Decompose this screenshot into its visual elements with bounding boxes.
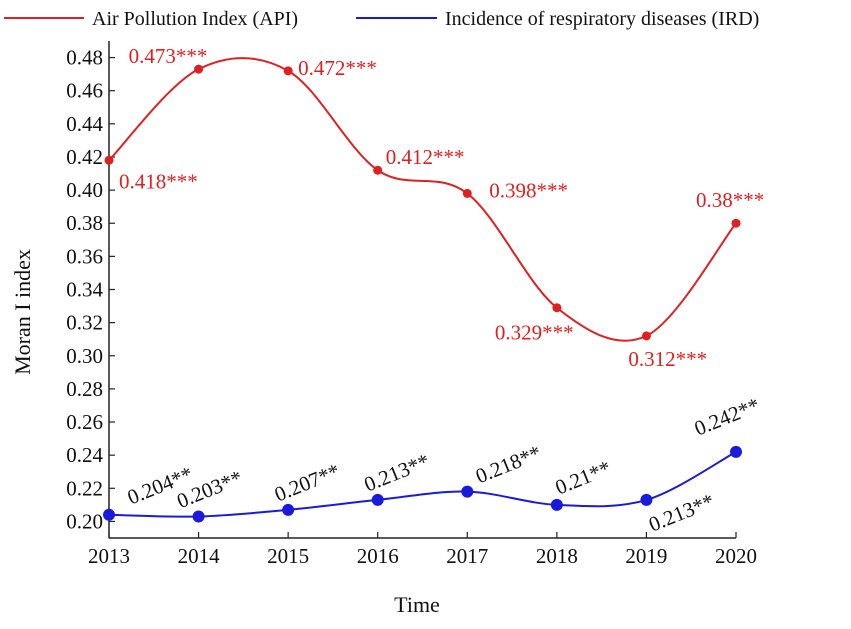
y-tick-label: 0.36 — [66, 244, 103, 268]
api-data-label: 0.38*** — [696, 188, 764, 212]
x-axis-title: Time — [394, 592, 440, 617]
legend: Air Pollution Index (API) Incidence of re… — [4, 8, 759, 30]
y-axis-title: Moran I index — [10, 249, 35, 375]
x-tick-label: 2020 — [715, 544, 757, 568]
ird-data-point — [282, 503, 295, 516]
x-tick-label: 2013 — [88, 544, 130, 568]
y-tick-label: 0.40 — [66, 178, 103, 202]
api-data-point — [552, 303, 562, 313]
ird-data-point — [730, 445, 742, 458]
y-tick-label: 0.26 — [66, 410, 103, 434]
x-tick-label: 2017 — [446, 544, 488, 568]
data-labels: 0.418*** 0.473*** 0.472*** 0.412*** 0.398***… — [119, 44, 764, 536]
y-tick-label: 0.46 — [66, 79, 103, 103]
ird-data-point — [461, 485, 474, 498]
y-tick-label: 0.20 — [66, 509, 103, 533]
axes: 0.20 0.22 0.24 0.26 0.28 0.30 0.32 0.34 0.36 0.38… — [66, 41, 757, 568]
x-tick-label: 2018 — [536, 544, 578, 568]
ird-data-label: 0.218** — [472, 440, 544, 488]
y-tick-label: 0.38 — [66, 211, 103, 235]
api-data-point — [104, 155, 114, 165]
y-tick-label: 0.32 — [66, 311, 103, 335]
y-tick-label: 0.48 — [66, 46, 103, 70]
api-data-point — [641, 331, 651, 341]
ird-data-label: 0.242** — [691, 393, 763, 441]
x-tick-label: 2015 — [267, 544, 309, 568]
ird-data-point — [550, 498, 563, 511]
y-tick-label: 0.24 — [66, 443, 103, 467]
y-tick-label: 0.22 — [66, 476, 103, 500]
y-tick-label: 0.44 — [66, 112, 103, 136]
api-data-point — [373, 165, 383, 175]
api-data-point — [462, 188, 472, 198]
legend-label-ird: Incidence of respiratory diseases (IRD) — [445, 8, 759, 30]
ird-data-label: 0.21** — [552, 456, 615, 500]
ird-data-point — [103, 508, 115, 521]
y-tick-label: 0.42 — [66, 145, 103, 169]
ird-data-point — [192, 510, 205, 523]
api-data-label: 0.398*** — [489, 178, 568, 202]
api-data-label: 0.472*** — [298, 56, 377, 80]
x-tick-label: 2016 — [357, 544, 399, 568]
y-tick-label: 0.34 — [66, 278, 103, 302]
api-series-line — [108, 57, 737, 342]
y-tick-label: 0.28 — [66, 377, 103, 401]
ird-data-label: 0.213** — [361, 449, 433, 497]
api-data-point — [194, 64, 204, 74]
api-data-point — [283, 66, 293, 76]
ird-data-point — [371, 493, 384, 506]
api-data-point — [731, 218, 741, 228]
y-tick-label: 0.30 — [66, 344, 103, 368]
ird-data-point — [640, 493, 653, 506]
api-data-label: 0.412*** — [386, 145, 465, 169]
x-tick-label: 2019 — [625, 544, 667, 568]
x-tick-label: 2014 — [178, 544, 221, 568]
legend-label-api: Air Pollution Index (API) — [92, 8, 298, 30]
api-data-label: 0.312*** — [628, 347, 707, 371]
series-layer — [103, 57, 742, 523]
api-data-label: 0.473*** — [129, 44, 208, 68]
ird-data-label: 0.207** — [271, 459, 343, 507]
api-data-label: 0.329*** — [495, 321, 574, 345]
api-data-label: 0.418*** — [119, 169, 198, 193]
